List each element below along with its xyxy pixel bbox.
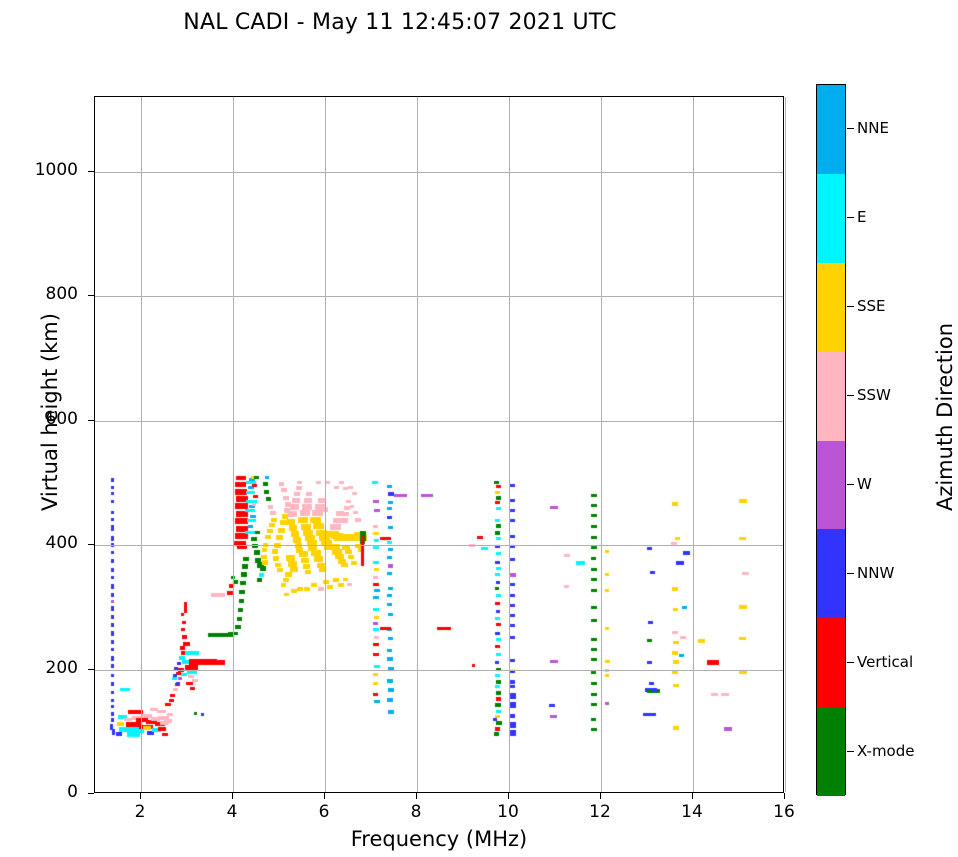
- gridline-vertical: [693, 97, 694, 792]
- x-axis-tick: [232, 793, 233, 799]
- colorbar-label-w: W: [857, 474, 872, 493]
- gridline-vertical: [509, 97, 510, 792]
- y-axis-tick-label: 800: [45, 284, 78, 305]
- y-axis-tick: [88, 544, 94, 546]
- colorbar-band-e: [817, 173, 845, 263]
- y-axis-tick: [88, 793, 94, 794]
- x-axis-tick-label: 8: [410, 802, 422, 822]
- gridline-vertical: [785, 97, 786, 792]
- x-axis-tick: [416, 793, 417, 799]
- colorbar-tick: [847, 128, 854, 130]
- x-axis-tick: [692, 793, 693, 799]
- colorbar-label-ssw: SSW: [857, 386, 891, 405]
- y-axis-tick: [88, 419, 94, 421]
- x-axis-tick-label: 16: [773, 802, 795, 822]
- x-axis-tick-label: 2: [134, 802, 146, 822]
- y-axis-tick-label: 200: [45, 657, 78, 678]
- colorbar-band-x-mode: [817, 707, 845, 796]
- x-axis-tick: [600, 793, 601, 799]
- y-axis-tick: [88, 295, 94, 297]
- x-axis-tick-label: 14: [681, 802, 703, 822]
- colorbar-label-nne: NNE: [857, 119, 889, 138]
- colorbar-label-sse: SSE: [857, 297, 886, 316]
- gridline-horizontal: [95, 420, 783, 422]
- x-axis-tick-label: 10: [497, 802, 519, 822]
- page-title: NAL CADI - May 11 12:45:07 2021 UTC: [183, 10, 617, 35]
- gridline-vertical: [417, 97, 418, 792]
- x-axis-tick-label: 4: [226, 802, 238, 822]
- colorbar-band-nnw: [817, 529, 845, 619]
- colorbar-label-nnw: NNW: [857, 563, 895, 582]
- plot-canvas-layer: [95, 97, 783, 792]
- y-axis-tick: [88, 668, 94, 670]
- gridline-horizontal: [95, 296, 783, 298]
- x-axis-tick: [324, 793, 325, 799]
- gridline-horizontal: [95, 545, 783, 547]
- x-axis-tick: [140, 793, 141, 799]
- y-axis-label: Virtual height (km): [38, 313, 62, 511]
- colorbar-tick: [847, 572, 854, 574]
- colorbar-band-ssw: [817, 351, 845, 441]
- colorbar-tick: [847, 217, 854, 219]
- colorbar-label-x-mode: X-mode: [857, 741, 915, 760]
- gridline-horizontal: [95, 171, 783, 173]
- x-axis-tick: [508, 793, 509, 799]
- colorbar-tick: [847, 483, 854, 485]
- gridline-vertical: [233, 97, 234, 792]
- colorbar-tick: [847, 661, 854, 663]
- y-axis-tick-label: 400: [45, 533, 78, 554]
- y-axis-tick-label: 600: [45, 408, 78, 429]
- x-axis-tick-label: 12: [589, 802, 611, 822]
- colorbar-tick: [847, 306, 854, 308]
- colorbar-tick: [847, 395, 854, 397]
- colorbar-tick: [847, 750, 854, 752]
- y-axis-tick-label: 1000: [34, 159, 78, 180]
- colorbar-band-nne: [817, 85, 845, 174]
- gridline-vertical: [601, 97, 602, 792]
- colorbar-label-e: E: [857, 208, 867, 227]
- colorbar-label-vertical: Vertical: [857, 652, 914, 671]
- y-axis-tick: [88, 170, 94, 172]
- x-axis-tick: [784, 793, 785, 799]
- azimuth-colorbar: [816, 84, 846, 796]
- colorbar-title: Azimuth Direction: [933, 322, 957, 512]
- colorbar-band-vertical: [817, 618, 845, 708]
- gridline-horizontal: [95, 669, 783, 671]
- echo-scatter-canvas: [95, 97, 783, 792]
- y-axis-tick-label: 0: [67, 782, 78, 802]
- gridline-vertical: [141, 97, 142, 792]
- gridline-vertical: [325, 97, 326, 792]
- x-axis-label: Frequency (MHz): [350, 827, 528, 851]
- x-axis-tick-label: 6: [318, 802, 330, 822]
- ionogram-plot-area: [94, 96, 786, 793]
- colorbar-band-sse: [817, 262, 845, 352]
- colorbar-band-w: [817, 440, 845, 530]
